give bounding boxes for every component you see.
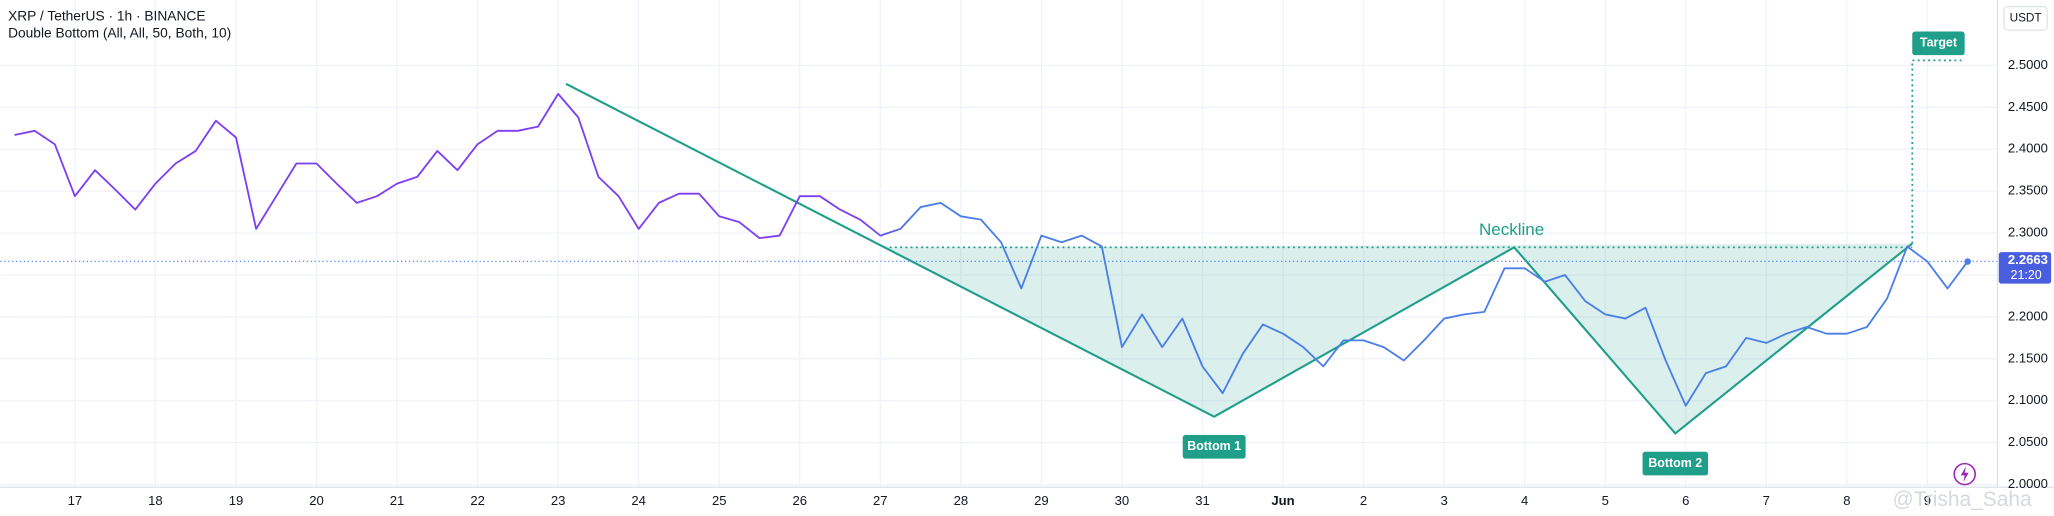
last-point [1964,258,1971,265]
x-tick-label: 6 [1682,493,1689,508]
unit-box[interactable] [2003,5,2048,31]
last-price-label: 2.2663 [2008,252,2048,267]
x-tick-label: 4 [1521,493,1528,508]
x-tick-label: 30 [1115,493,1130,508]
target-label-box [1912,31,1965,56]
x-tick-label: 31 [1195,493,1210,508]
y-tick-label: 2.3000 [2008,225,2048,240]
axes: 2.00002.05002.10002.15002.20002.25002.30… [68,57,2052,508]
y-tick-label: 2.4500 [2008,99,2048,114]
grid [0,0,1998,488]
y-tick-label: 2.3500 [2008,183,2048,198]
y-tick-label: 2.5000 [2008,57,2048,72]
y-tick-label: 2.0000 [2008,476,2048,491]
x-tick-label: 23 [551,493,566,508]
x-tick-label: 24 [631,493,646,508]
y-tick-label: 2.0500 [2008,434,2048,449]
pattern-area [884,243,1913,434]
plot [0,92,1998,407]
y-tick-label: 2.1000 [2008,392,2048,407]
x-tick-label: 5 [1602,493,1609,508]
x-tick-label: 8 [1843,493,1850,508]
x-tick-label: 17 [68,493,83,508]
x-tick-label: Jun [1271,493,1294,508]
y-tick-label: 2.4000 [2008,141,2048,156]
bottom1-label-box [1182,435,1246,459]
x-tick-label: 21 [390,493,405,508]
chart-title: XRP / TetherUS · 1h · BINANCE [8,9,205,24]
x-tick-label: 18 [148,493,163,508]
pattern: Bottom 1 Bottom 2 Target Neckline [565,31,1965,476]
x-tick-label: 22 [470,493,485,508]
x-tick-label: 28 [954,493,969,508]
price-line [14,92,1969,407]
countdown-label: 21:20 [2011,268,2042,282]
y-tick-label: 2.2000 [2008,308,2048,323]
x-tick-label: 9 [1924,493,1931,508]
x-tick-label: 27 [873,493,888,508]
chart-subtitle: Double Bottom (All, All, 50, Both, 10) [8,26,231,41]
x-tick-label: 7 [1763,493,1770,508]
target-label: Target [1920,36,1957,50]
y-tick-label: 2.1500 [2008,350,2048,365]
x-tick-label: 25 [712,493,727,508]
last-price-box [1998,252,2052,284]
x-tick-label: 3 [1440,493,1447,508]
alert-icon-bolt [1960,466,1969,482]
y-unit: USDT [2010,11,2042,24]
x-tick-label: 26 [793,493,808,508]
bottom1-label: Bottom 1 [1187,439,1241,453]
neckline-label: Neckline [1479,220,1544,239]
bottom2-label: Bottom 2 [1648,456,1702,470]
pattern-line [565,82,1913,435]
x-tick-label: 20 [309,493,324,508]
x-tick-label: 29 [1034,493,1049,508]
watermark: @Trisha_Saha [1892,488,2032,511]
x-tick-label: 19 [229,493,244,508]
bottom2-label-box [1642,451,1709,476]
x-tick-label: 2 [1360,493,1367,508]
